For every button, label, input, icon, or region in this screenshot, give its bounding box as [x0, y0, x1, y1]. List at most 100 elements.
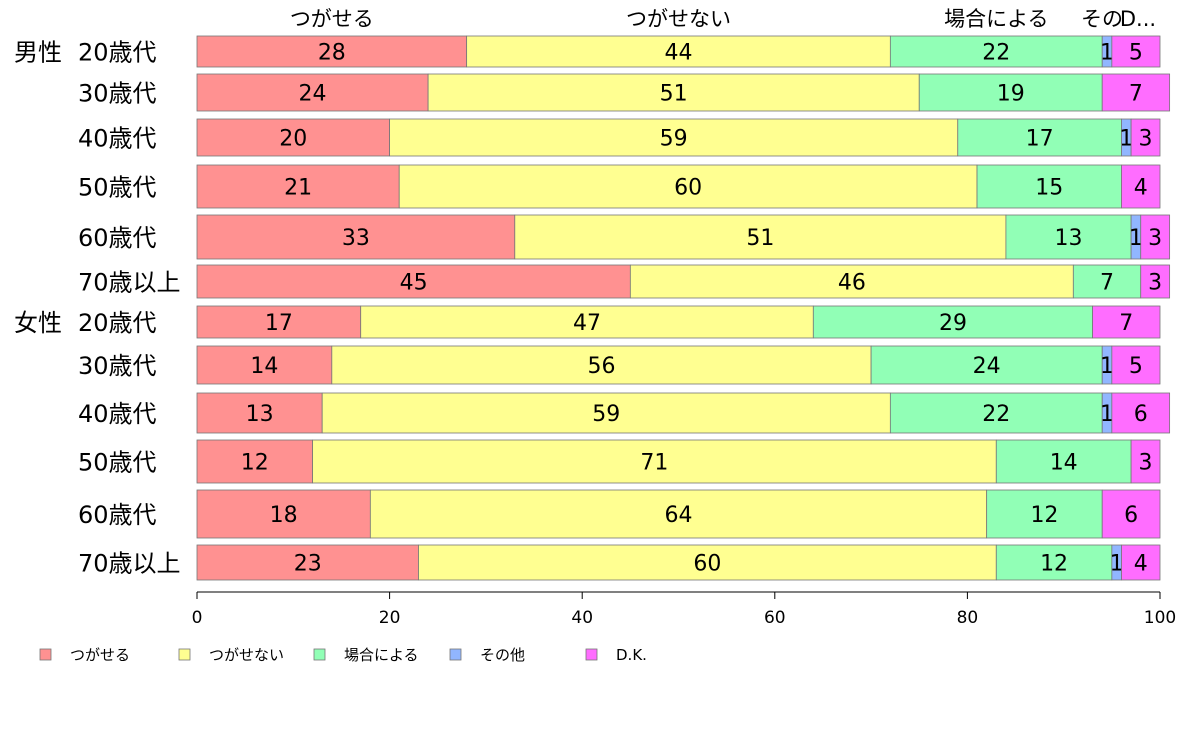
bar-row: 18 64 12 6: [196, 489, 1161, 539]
bar-value-label: 56: [587, 354, 615, 379]
bar-value-label: 19: [997, 82, 1025, 107]
bar-value-label: 59: [592, 402, 620, 427]
legend-swatch: [449, 648, 462, 661]
bar-value-label: 33: [342, 226, 370, 251]
top-series-label: 場合による: [944, 7, 1048, 31]
bar-segment: [196, 164, 400, 209]
bar-value-label: 60: [674, 176, 702, 201]
legend-item: D.K.: [585, 646, 647, 664]
bar-segment: [976, 164, 1122, 209]
bar-segment: [1005, 214, 1132, 260]
bar-value-label: 7: [1129, 82, 1143, 107]
bar-value-label: 4: [1134, 176, 1148, 201]
bar-segment: [321, 392, 891, 434]
top-series-label: その: [1081, 7, 1123, 31]
bar-segment: [918, 73, 1103, 112]
bar-value-label: 13: [1055, 226, 1083, 251]
x-tick-label: 0: [192, 608, 203, 628]
legend-swatch: [39, 648, 52, 661]
bar-value-label: 14: [250, 354, 278, 379]
bar-segment: [1111, 392, 1171, 434]
bar-value-label: 29: [939, 311, 967, 336]
bar-value-label: 60: [693, 552, 721, 577]
bar-value-label: 18: [270, 503, 298, 528]
bar-value-label: 1: [1100, 402, 1114, 427]
bar-value-label: 51: [746, 226, 774, 251]
category-label: 60歳代: [78, 224, 157, 252]
bar-segment: [1121, 164, 1161, 209]
bar-segment: [812, 305, 1093, 339]
bar-value-label: 14: [1050, 451, 1078, 476]
bar-row: 24 51 19 7: [196, 73, 1171, 112]
x-tick-label: 60: [764, 608, 786, 628]
x-tick-label: 100: [1144, 608, 1176, 628]
bar-value-label: 12: [1030, 503, 1058, 528]
category-label: 70歳以上: [78, 269, 181, 297]
bar-value-label: 59: [660, 127, 688, 152]
bar-value-label: 20: [279, 127, 307, 152]
bar-segment: [331, 345, 872, 385]
bar-value-label: 3: [1148, 271, 1162, 296]
bar-segment: [1121, 544, 1161, 581]
bar-segment: [196, 35, 468, 68]
category-label: 40歳代: [78, 400, 157, 428]
y-axis-labels: 20歳代男性30歳代40歳代50歳代60歳代70歳以上20歳代女性30歳代40歳…: [14, 39, 181, 578]
top-series-labels: つがせる つがせない 場合による そのD...: [290, 7, 1156, 31]
bar-row: 33 51 13 1 3: [196, 214, 1171, 260]
bar-row: 21 60 15 4: [196, 164, 1161, 209]
bar-segment: [389, 118, 959, 157]
bar-segment: [312, 439, 997, 484]
bar-segment: [196, 392, 323, 434]
bar-segment: [1101, 489, 1161, 539]
bar-segment: [1111, 345, 1161, 385]
bar-value-label: 51: [660, 82, 688, 107]
bar-value-label: 17: [265, 311, 293, 336]
bar-value-label: 7: [1100, 271, 1114, 296]
category-label: 20歳代: [78, 309, 157, 337]
bar-segment: [957, 118, 1122, 157]
bar-value-label: 46: [838, 271, 866, 296]
top-series-label: つがせない: [626, 7, 731, 31]
category-label: 30歳代: [78, 352, 157, 380]
bar-row: 13 59 22 1 6: [196, 392, 1171, 434]
group-label: 女性: [14, 309, 62, 337]
bar-segment: [466, 35, 891, 68]
legend-label: つがせない: [209, 646, 284, 664]
legend-swatch: [585, 648, 598, 661]
bar-value-label: 15: [1035, 176, 1063, 201]
bar-segment: [196, 489, 371, 539]
bar-segment: [1140, 214, 1171, 260]
legend-label: 場合による: [344, 646, 419, 664]
bar-segment: [196, 544, 419, 581]
bar-segment: [196, 305, 362, 339]
bar-value-label: 71: [640, 451, 668, 476]
legend: つがせる つがせない 場合による その他 D.K.: [39, 646, 647, 664]
bar-value-label: 21: [284, 176, 312, 201]
bar-value-label: 12: [1040, 552, 1068, 577]
bar-value-label: 22: [982, 402, 1010, 427]
bar-segment: [1092, 305, 1161, 339]
group-label: 男性: [14, 39, 62, 67]
bar-value-label: 7: [1119, 311, 1133, 336]
legend-swatch: [313, 648, 326, 661]
bar-segment: [1101, 73, 1171, 112]
bar-value-label: 5: [1129, 354, 1143, 379]
bar-segment: [196, 439, 313, 484]
bar-segment: [196, 214, 516, 260]
x-tick-label: 20: [379, 608, 401, 628]
bar-segment: [514, 214, 1007, 260]
legend-item: つがせない: [178, 646, 284, 664]
bar-segment: [196, 345, 333, 385]
top-series-label: D...: [1120, 7, 1156, 31]
bar-segment: [1130, 439, 1161, 484]
bar-value-label: 1: [1119, 127, 1133, 152]
bar-value-label: 6: [1124, 503, 1138, 528]
bar-segment: [889, 35, 1103, 68]
bar-segment: [398, 164, 978, 209]
bar-value-label: 3: [1148, 226, 1162, 251]
bar-row: 17 47 29 7: [196, 305, 1161, 339]
category-label: 40歳代: [78, 125, 157, 153]
bar-value-label: 24: [973, 354, 1001, 379]
top-series-label: つがせる: [290, 7, 374, 31]
